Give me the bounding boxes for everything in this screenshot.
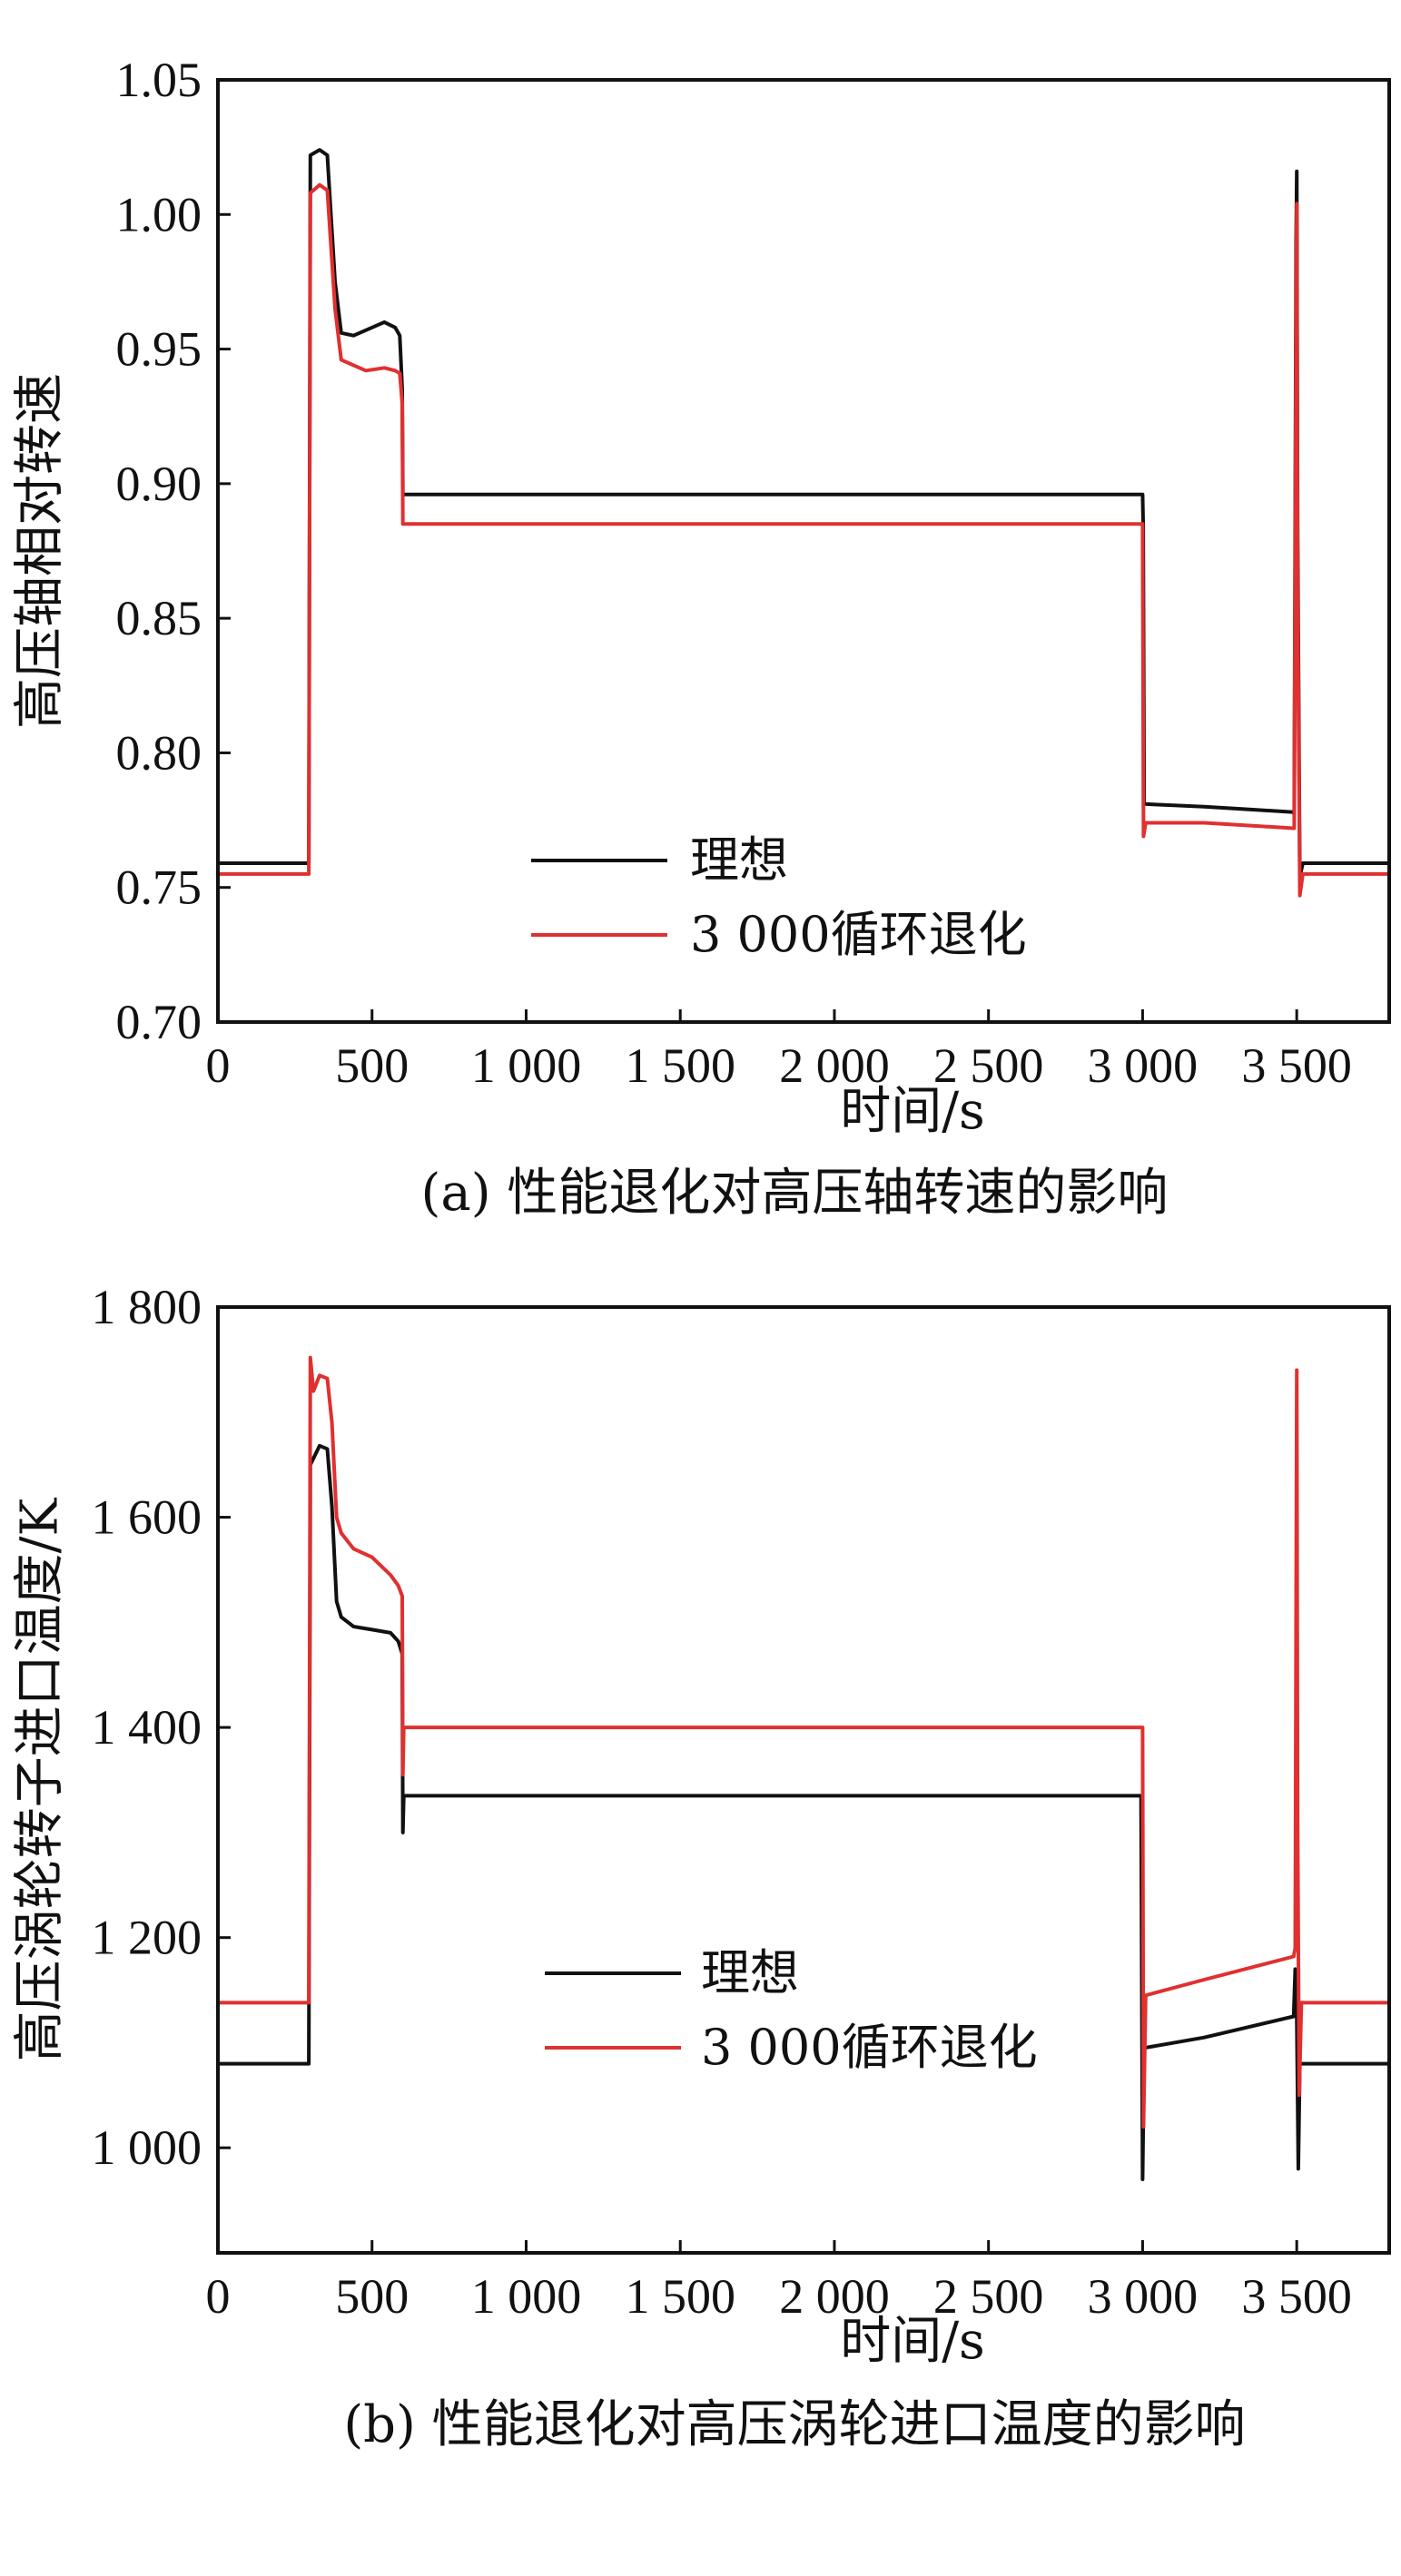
x-tick-label: 0 <box>206 1038 231 1093</box>
x-tick-label: 1 000 <box>471 1038 582 1093</box>
x-tick-label: 3 500 <box>1241 2269 1352 2324</box>
legend-label-degraded: 3 000循环退化 <box>701 2019 1038 2076</box>
chart-panel-a: 0 500 1 000 1 500 2 000 2 500 3 000 3 500 0.70 0.… <box>0 0 1401 1253</box>
y-tick-label: 1 600 <box>92 1490 202 1545</box>
y-axis-title: 高压涡轮转子进口温度/K <box>11 1497 70 2061</box>
x-tick-label: 500 <box>335 1038 409 1093</box>
y-tick-label: 1 000 <box>92 2120 202 2175</box>
y-tick-label: 0.95 <box>116 322 202 377</box>
x-tick-label: 500 <box>335 2269 409 2324</box>
x-tick-label: 3 500 <box>1241 1038 1352 1093</box>
x-tick-label: 0 <box>206 2269 231 2324</box>
x-tick-label: 1 500 <box>625 2269 735 2324</box>
y-tick-label: 0.85 <box>116 591 202 645</box>
x-tick-label: 1 500 <box>625 1038 735 1093</box>
plot-frame <box>216 1305 1391 2255</box>
series-line-ideal <box>218 148 1389 879</box>
y-tick-label: 1 400 <box>92 1700 202 1755</box>
x-tick-label: 3 000 <box>1088 2269 1199 2324</box>
legend-label-degraded: 3 000循环退化 <box>690 906 1027 963</box>
plot-frame <box>216 78 1391 1024</box>
x-tick-label: 1 000 <box>471 2269 582 2324</box>
chart-caption: (b) 性能退化对高压涡轮进口温度的影响 <box>343 2395 1245 2454</box>
series-line-degraded <box>218 1355 1389 2129</box>
legend-label-ideal: 理想 <box>701 1944 799 2001</box>
series-line-degraded <box>218 182 1389 898</box>
chart-panel-b: 0 500 1 000 1 500 2 000 2 500 3 000 3 500 1 000 1… <box>0 1253 1401 2576</box>
x-tick-label: 2 500 <box>933 1038 1044 1093</box>
y-tick-label: 0.70 <box>116 995 202 1049</box>
x-tick-label: 3 000 <box>1088 1038 1199 1093</box>
chart-a-svg: 0 500 1 000 1 500 2 000 2 500 3 000 3 500 0.70 0.… <box>11 53 1391 1223</box>
chart-b-svg: 0 500 1 000 1 500 2 000 2 500 3 000 3 500 1 000 1… <box>11 1280 1391 2454</box>
x-tick-label: 2 000 <box>779 1038 890 1093</box>
y-axis-title: 高压轴相对转速 <box>11 373 70 729</box>
y-tick-label: 0.75 <box>116 860 202 915</box>
x-tick-label: 2 000 <box>779 2269 890 2324</box>
chart-caption: (a) 性能退化对高压轴转速的影响 <box>421 1164 1169 1223</box>
x-tick-label: 2 500 <box>933 2269 1044 2324</box>
y-tick-label: 1 800 <box>92 1280 202 1334</box>
y-tick-label: 0.80 <box>116 725 202 780</box>
y-tick-label: 0.90 <box>116 457 202 511</box>
x-axis-title: 时间/s <box>840 1082 985 1141</box>
legend-label-ideal: 理想 <box>690 831 788 889</box>
x-axis-title: 时间/s <box>840 2312 985 2371</box>
y-tick-label: 1.05 <box>116 53 202 107</box>
y-tick-label: 1 200 <box>92 1911 202 1965</box>
y-tick-label: 1.00 <box>116 187 202 241</box>
